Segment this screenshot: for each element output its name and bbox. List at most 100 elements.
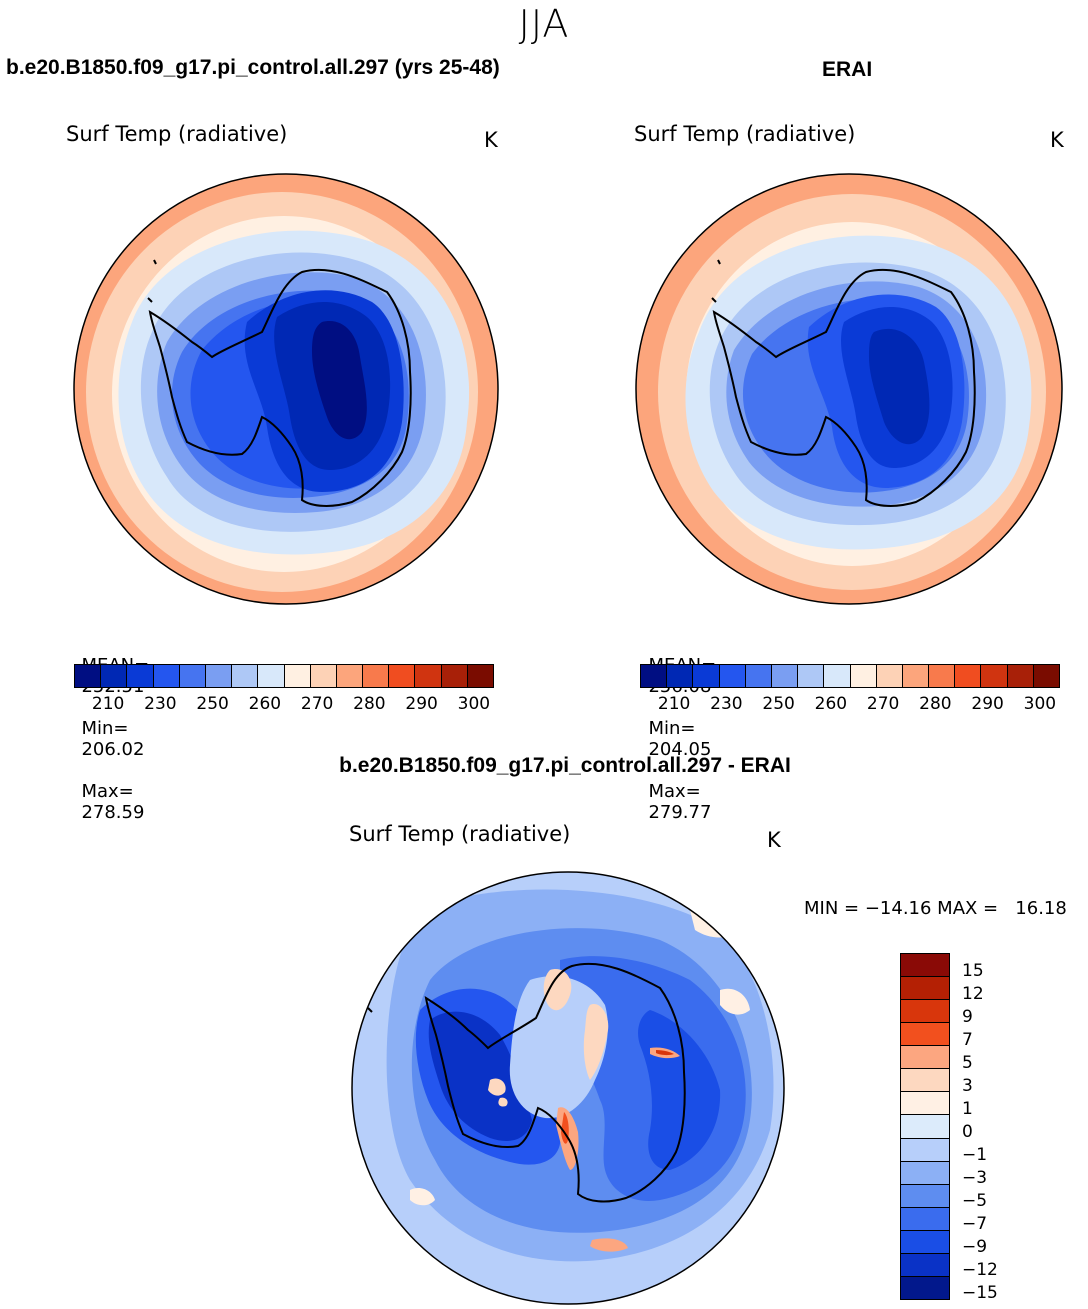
diff-colorbar-swatch	[901, 1275, 949, 1299]
right-colorbar-swatch	[1006, 665, 1033, 687]
diff-colorbar-swatch	[901, 1229, 949, 1253]
left-colorbar-swatch	[178, 665, 205, 687]
diff-colorbar-tick-label: −5	[962, 1191, 988, 1212]
left-colorbar-swatch	[362, 665, 389, 687]
left-colorbar-swatch	[388, 665, 415, 687]
right-colorbar-tick-label: 280	[919, 694, 952, 714]
left-colorbar-tick-label: 280	[353, 694, 386, 714]
right-min-value: 204.05	[648, 739, 712, 760]
left-min-label: Min=	[81, 718, 129, 739]
right-units-label: K	[1050, 128, 1064, 152]
right-colorbar-swatch	[666, 665, 693, 687]
diff-colorbar-swatch	[901, 1137, 949, 1161]
season-title: JJA	[518, 2, 570, 46]
left-min-value: 206.02	[81, 739, 145, 760]
left-colorbar-swatch	[204, 665, 232, 687]
diff-map-border	[351, 871, 785, 1305]
left-colorbar-swatch	[152, 665, 179, 687]
right-colorbar-swatch	[770, 665, 798, 687]
diff-colorbar-swatch	[901, 1022, 949, 1046]
right-colorbar	[640, 664, 1060, 688]
diff-polar-map	[351, 871, 785, 1305]
left-colorbar-tick-label: 270	[300, 694, 334, 714]
left-units-label: K	[484, 128, 498, 152]
right-variable-title: Surf Temp (radiative)	[634, 122, 856, 146]
right-max-label: Max=	[648, 781, 701, 802]
right-colorbar-swatch	[718, 665, 745, 687]
diff-colorbar-swatch	[901, 1183, 949, 1207]
diff-colorbar	[900, 953, 950, 1300]
diff-colorbar-tick-label: 3	[962, 1076, 973, 1097]
left-colorbar	[74, 664, 494, 688]
diff-colorbar-tick-label: 7	[962, 1030, 973, 1051]
left-colorbar-tick-label: 300	[457, 694, 491, 714]
diff-colorbar-tick-label: 5	[962, 1053, 973, 1074]
diff-colorbar-swatch	[901, 1252, 949, 1276]
left-colorbar-tick-label: 290	[405, 694, 438, 714]
diff-colorbar-swatch	[901, 1160, 949, 1184]
left-colorbar-swatch	[257, 665, 284, 687]
right-colorbar-swatch	[692, 665, 719, 687]
diff-colorbar-tick-label: −12	[962, 1260, 998, 1281]
diff-colorbar-tick-label: −9	[962, 1237, 988, 1258]
right-min-label: Min=	[648, 718, 696, 739]
left-colorbar-tick-label: 260	[248, 694, 282, 714]
right-antarctica-coastline	[712, 268, 976, 507]
right-colorbar-swatch	[901, 665, 929, 687]
left-max-value: 278.59	[81, 802, 145, 823]
left-colorbar-tick-label: 250	[196, 694, 229, 714]
right-colorbar-swatch	[954, 665, 981, 687]
left-colorbar-swatch	[231, 665, 258, 687]
right-colorbar-swatch	[744, 665, 771, 687]
right-colorbar-tick-label: 270	[866, 694, 900, 714]
right-colorbar-swatch	[928, 665, 955, 687]
diff-colorbar-swatch	[901, 1114, 949, 1138]
diff-colorbar-tick-label: 9	[962, 1007, 973, 1028]
left-colorbar-swatch	[283, 665, 310, 687]
diff-colorbar-tick-label: 0	[962, 1122, 973, 1143]
diff-units-label: K	[767, 828, 781, 852]
diff-colorbar-tick-label: 12	[962, 984, 984, 1005]
left-colorbar-swatch	[309, 665, 336, 687]
right-colorbar-tick-label: 210	[657, 694, 691, 714]
diff-colorbar-ticks: 15 12 9 7 5 3 1 0 −1 −3 −5 −7 −9 −12 −15	[952, 953, 1012, 1303]
right-colorbar-tick-label: 290	[971, 694, 1004, 714]
right-colorbar-ticks: 210 230 250 260 270 280 290 300	[640, 694, 1058, 714]
left-colorbar-swatch	[126, 665, 153, 687]
diff-title: b.e20.B1850.f09_g17.pi_control.all.297 -…	[339, 754, 791, 777]
diff-colorbar-swatch	[901, 1091, 949, 1115]
left-map-border	[73, 173, 499, 605]
left-colorbar-swatch	[440, 665, 467, 687]
left-polar-map	[73, 173, 499, 605]
right-colorbar-swatch	[823, 665, 850, 687]
diff-colorbar-swatch	[901, 1045, 949, 1069]
diff-variable-title: Surf Temp (radiative)	[349, 822, 571, 846]
left-colorbar-ticks: 210 230 250 260 270 280 290 300	[74, 694, 492, 714]
diff-colorbar-tick-label: −15	[962, 1283, 998, 1304]
diff-colorbar-tick-label: −7	[962, 1214, 988, 1235]
left-max-label: Max=	[81, 781, 134, 802]
right-colorbar-swatch	[1032, 665, 1059, 687]
diff-colorbar-tick-label: 1	[962, 1099, 973, 1120]
right-polar-map	[635, 173, 1063, 605]
left-antarctica-coastline	[148, 268, 412, 507]
right-colorbar-swatch	[797, 665, 824, 687]
diff-antarctica-coastline	[424, 962, 686, 1203]
right-max-value: 279.77	[648, 802, 712, 823]
diff-colorbar-tick-label: −3	[962, 1168, 988, 1189]
right-colorbar-tick-label: 300	[1023, 694, 1057, 714]
left-case-title: b.e20.B1850.f09_g17.pi_control.all.297 (…	[6, 56, 500, 79]
diff-colorbar-tick-label: 15	[962, 961, 984, 982]
left-colorbar-tick-label: 230	[144, 694, 177, 714]
diff-colorbar-swatch	[901, 1068, 949, 1092]
left-colorbar-swatch	[466, 665, 493, 687]
diff-colorbar-swatch	[901, 1206, 949, 1230]
left-colorbar-swatch	[75, 665, 101, 687]
right-colorbar-tick-label: 230	[710, 694, 743, 714]
right-case-title: ERAI	[822, 58, 873, 81]
right-colorbar-swatch	[875, 665, 902, 687]
diff-colorbar-swatch	[901, 954, 949, 977]
left-variable-title: Surf Temp (radiative)	[66, 122, 288, 146]
diff-colorbar-tick-label: −1	[962, 1145, 988, 1166]
right-colorbar-swatch	[849, 665, 876, 687]
